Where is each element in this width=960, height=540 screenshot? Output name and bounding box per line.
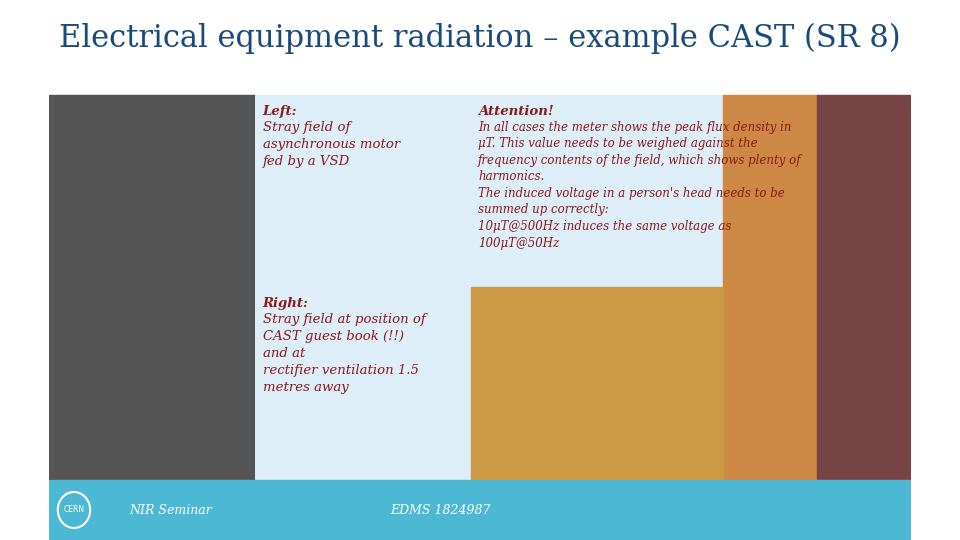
- Text: NIR Seminar: NIR Seminar: [130, 503, 212, 516]
- Text: Right:: Right:: [263, 297, 308, 310]
- Text: In all cases the meter shows the peak flux density in
μT. This value needs to be: In all cases the meter shows the peak fl…: [478, 121, 802, 249]
- Bar: [723, 95, 817, 480]
- Text: Electrical equipment radiation – example CAST (SR 8): Electrical equipment radiation – example…: [60, 22, 900, 53]
- Text: CERN: CERN: [63, 505, 84, 515]
- Text: Stray field at position of
CAST guest book (!!)
and at
rectifier ventilation 1.5: Stray field at position of CAST guest bo…: [263, 313, 425, 394]
- Text: Stray field of
asynchronous motor
fed by a VSD: Stray field of asynchronous motor fed by…: [263, 121, 400, 168]
- FancyBboxPatch shape: [255, 95, 471, 287]
- FancyBboxPatch shape: [471, 95, 723, 287]
- FancyBboxPatch shape: [255, 287, 471, 480]
- Text: EDMS 1824987: EDMS 1824987: [390, 503, 491, 516]
- Bar: [49, 95, 255, 480]
- Text: Left:: Left:: [263, 105, 297, 118]
- Bar: [49, 480, 911, 540]
- Text: Attention!: Attention!: [478, 105, 554, 118]
- Bar: [471, 287, 723, 480]
- Bar: [817, 95, 911, 480]
